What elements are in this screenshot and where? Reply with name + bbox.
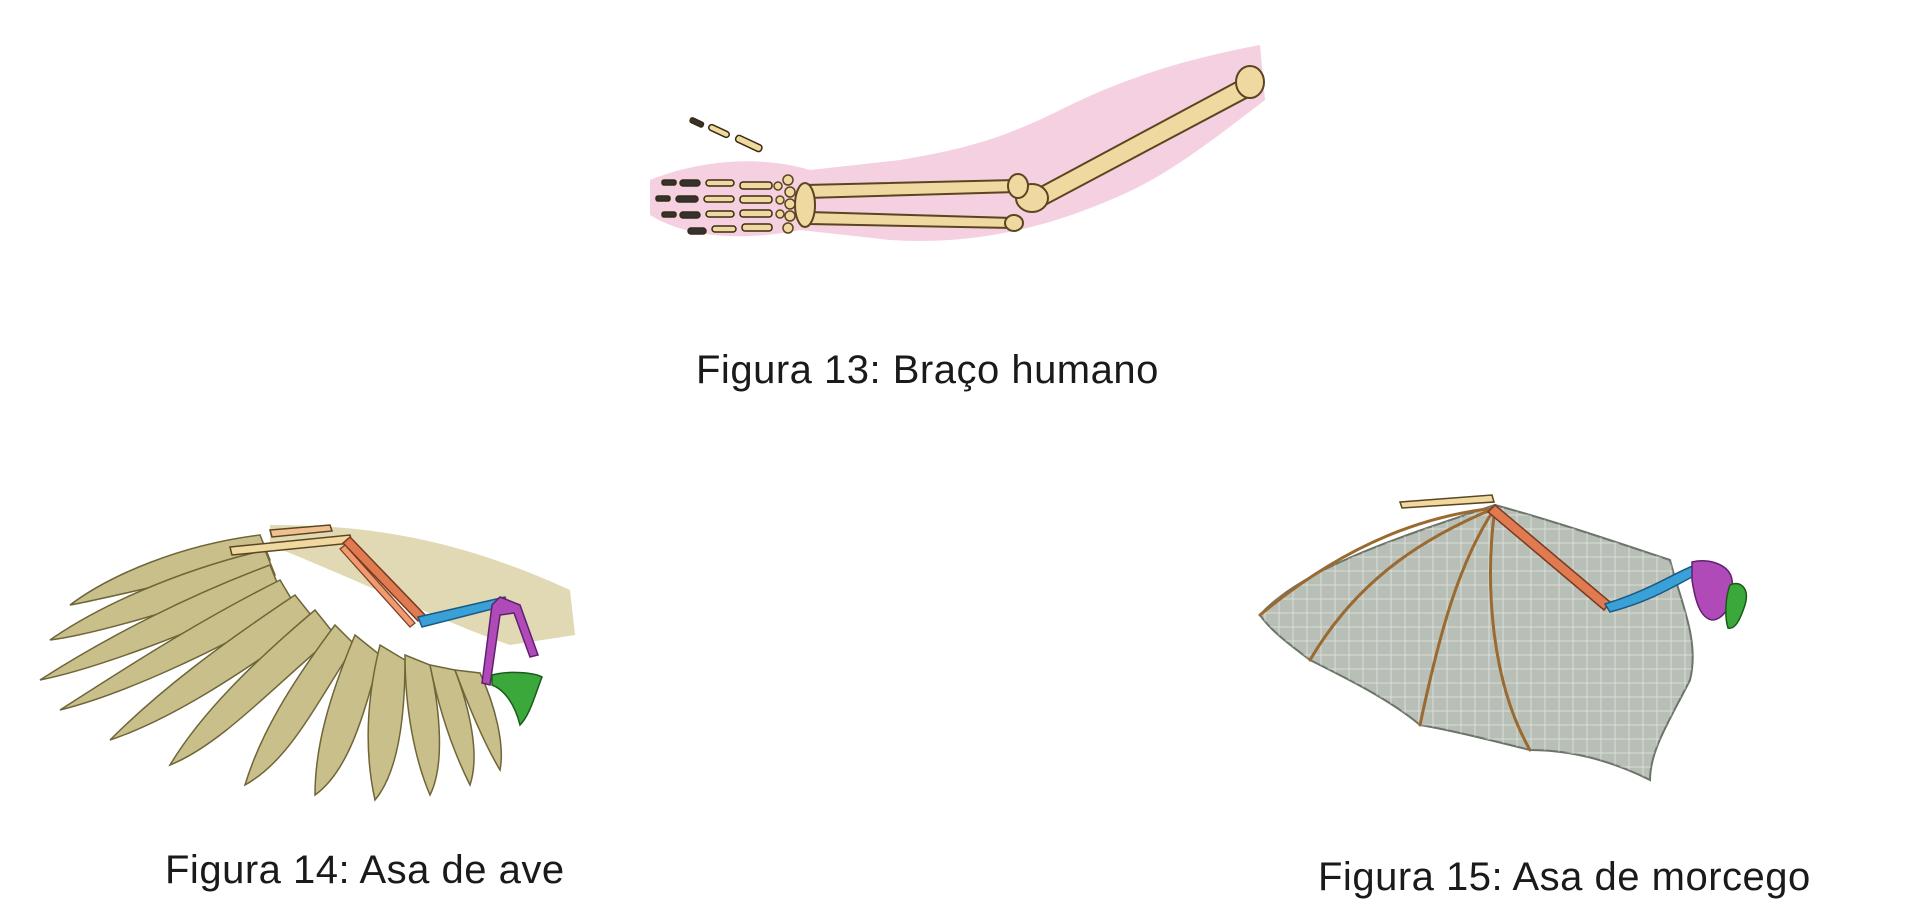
caption-bird-wing: Figura 14: Asa de ave <box>165 848 565 892</box>
bird-shoulder-bones <box>481 596 539 686</box>
bat-clavicle <box>1725 582 1747 629</box>
bat-finger-bones <box>1258 506 1532 752</box>
bat-radius-ulna <box>1486 503 1612 612</box>
caption-human-arm: Figura 13: Braço humano <box>696 348 1159 392</box>
radius-bone <box>803 173 1029 200</box>
phalanges <box>655 117 773 235</box>
bat-thumb <box>1398 494 1495 509</box>
carpal-bones <box>773 174 796 234</box>
caption-bat-wing: Figura 15: Asa de morcego <box>1318 855 1811 899</box>
wing-feathers <box>39 534 503 802</box>
humerus-bone <box>1015 65 1265 213</box>
bird-radius-ulna <box>339 535 427 628</box>
human-arm-illustration <box>640 40 1280 260</box>
bat-wing-illustration <box>1230 480 1870 800</box>
bird-wing-illustration <box>30 505 670 805</box>
bird-sternum <box>491 671 543 727</box>
